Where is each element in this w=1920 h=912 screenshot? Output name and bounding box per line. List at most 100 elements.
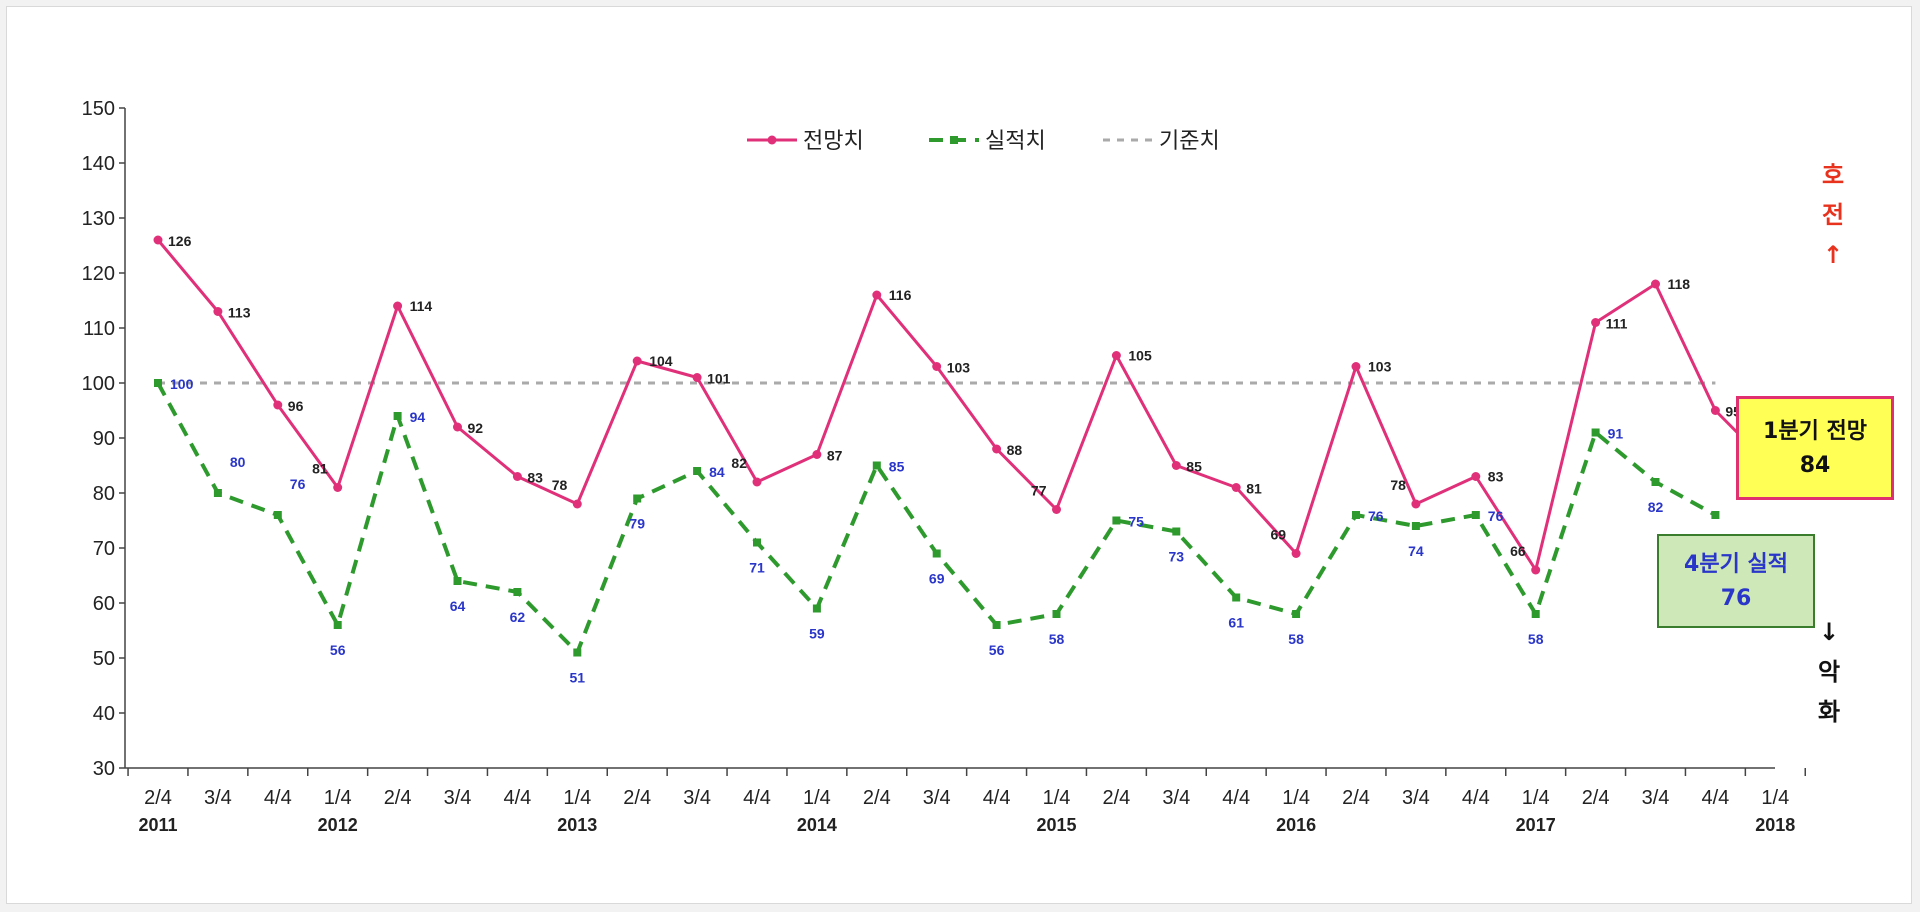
actual-data-label: 71 (749, 560, 765, 576)
x-tick-label: 2/4 (1582, 787, 1610, 809)
forecast-data-label: 83 (527, 470, 543, 486)
forecast-data-label: 85 (1186, 459, 1202, 475)
x-tick-label: 3/4 (1402, 787, 1430, 809)
x-tick-label: 1/4 (324, 787, 352, 809)
worsen-char-2: 화 (1817, 698, 1841, 726)
x-tick-label: 2/4 (1342, 787, 1370, 809)
actual-point (453, 577, 462, 585)
forecast-point (273, 400, 283, 410)
x-year-label: 2014 (797, 815, 837, 835)
y-tick-label: 50 (93, 648, 115, 670)
actual-data-label: 51 (570, 670, 586, 686)
actual-point (393, 412, 402, 420)
forecast-data-label: 81 (312, 461, 328, 477)
forecast-point (1111, 351, 1121, 360)
forecast-data-label: 103 (1368, 359, 1392, 375)
x-tick-label: 4/4 (743, 787, 771, 809)
actual-data-label: 76 (1368, 508, 1384, 524)
y-tick-label: 80 (93, 483, 115, 505)
x-tick-label: 2/4 (623, 787, 651, 809)
actual-data-label: 59 (809, 626, 825, 642)
actual-data-label: 73 (1169, 549, 1185, 565)
forecast-data-label: 87 (827, 448, 843, 464)
up-arrow-icon: ↑ (1822, 241, 1844, 269)
actual-data-label: 56 (989, 642, 1005, 658)
forecast-point (932, 362, 942, 371)
forecast-data-label: 111 (1606, 316, 1628, 332)
forecast-data-label: 118 (1668, 276, 1691, 292)
actual-point (213, 489, 222, 497)
actual-data-label: 91 (1608, 426, 1624, 442)
y-tick-label: 150 (82, 98, 115, 120)
x-year-label: 2011 (138, 815, 177, 835)
x-tick-label: 2/4 (1102, 787, 1130, 809)
x-tick-label: 4/4 (264, 787, 292, 809)
worsen-char-1: 악 (1817, 658, 1841, 686)
actual-callout-title: 4분기 실적 (1684, 552, 1788, 577)
improve-char-2: 전 (1821, 201, 1845, 229)
forecast-callout-title: 1분기 전망 (1763, 419, 1867, 444)
forecast-point (512, 472, 522, 481)
forecast-data-label: 96 (288, 398, 304, 414)
actual-data-label: 85 (889, 459, 905, 475)
actual-point (1591, 428, 1600, 437)
actual-data-label: 76 (1488, 508, 1504, 524)
x-tick-label: 4/4 (1701, 787, 1729, 809)
actual-point (992, 621, 1001, 629)
forecast-data-label: 103 (947, 360, 971, 376)
forecast-data-label: 92 (468, 420, 484, 436)
x-year-label: 2017 (1516, 815, 1556, 835)
forecast-callout-value: 84 (1799, 453, 1831, 478)
forecast-point (1291, 549, 1301, 558)
actual-point (333, 621, 342, 629)
forecast-data-label: 104 (649, 353, 673, 369)
forecast-point (752, 477, 762, 487)
legend-marker (950, 136, 958, 144)
actual-callout-value: 76 (1720, 586, 1752, 611)
actual-data-label: 100 (170, 376, 194, 392)
forecast-point (1471, 472, 1481, 481)
x-tick-label: 1/4 (563, 787, 591, 809)
forecast-point (692, 373, 702, 382)
x-tick-label: 4/4 (983, 787, 1011, 809)
actual-point (1052, 610, 1061, 618)
x-tick-label: 4/4 (503, 787, 531, 809)
forecast-data-label: 83 (1488, 469, 1504, 485)
legend-marker (767, 135, 777, 145)
actual-point (1471, 511, 1480, 519)
series-line-1 (156, 382, 1717, 655)
forecast-data-label: 113 (228, 305, 251, 321)
forecast-data-label: 126 (168, 233, 192, 249)
actual-data-label: 75 (1128, 514, 1144, 530)
actual-point (1651, 478, 1660, 486)
forecast-point (992, 444, 1002, 454)
forecast-data-label: 78 (1390, 477, 1406, 493)
y-tick-label: 30 (93, 758, 115, 780)
actual-point (693, 467, 702, 475)
actual-point (1292, 610, 1301, 618)
x-tick-label: 3/4 (1162, 787, 1190, 809)
forecast-point (1171, 461, 1181, 470)
improve-indicator: 호 전 ↑ (1813, 155, 1853, 275)
x-tick-label: 3/4 (444, 787, 472, 809)
actual-point (1411, 522, 1420, 530)
forecast-point (453, 422, 462, 432)
x-tick-label: 3/4 (1642, 787, 1670, 809)
actual-point (573, 648, 582, 657)
actual-data-label: 61 (1228, 615, 1244, 631)
line-chart: 30 40 50 60 70 80 90 100 110 120 130 140 150 2/4 2011 3… (82, 98, 1806, 835)
legend-label-2: 기준치 (1159, 129, 1220, 154)
actual-data-label: 62 (510, 609, 526, 625)
y-tick-label: 120 (82, 263, 115, 285)
actual-point (1232, 593, 1241, 602)
x-tick-label: 3/4 (683, 787, 711, 809)
worsen-indicator: ↓ 악 화 (1809, 612, 1849, 732)
forecast-data-label: 105 (1128, 348, 1152, 364)
x-tick-label: 4/4 (1462, 787, 1490, 809)
improve-char-1: 호 (1821, 161, 1845, 189)
actual-data-label: 80 (230, 454, 246, 470)
legend-label-1: 실적치 (985, 129, 1046, 154)
actual-point (1711, 511, 1720, 519)
x-tick-label: 3/4 (204, 787, 232, 809)
forecast-data-label: 77 (1031, 483, 1047, 499)
